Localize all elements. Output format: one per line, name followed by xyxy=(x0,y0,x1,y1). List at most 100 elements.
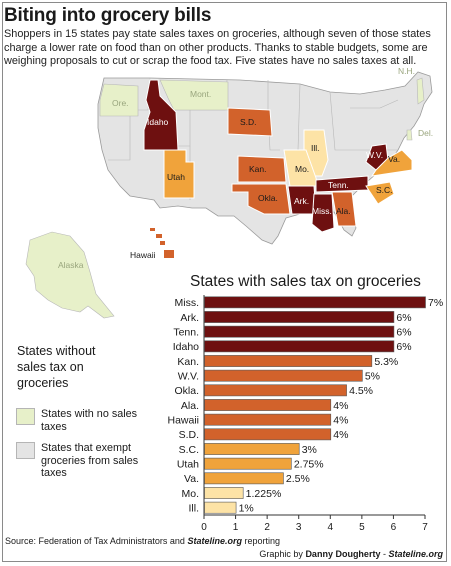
state-kansas xyxy=(237,155,287,183)
x-tick-label-6: 6 xyxy=(391,522,397,533)
category-label-14: Ill. xyxy=(189,502,200,514)
bar-13 xyxy=(204,487,244,499)
category-label-4: Kan. xyxy=(177,356,199,368)
bar-14 xyxy=(204,501,237,514)
value-label-4: 5.3% xyxy=(374,356,398,368)
intro-text: Shoppers in 15 states pay state sales ta… xyxy=(4,28,431,68)
source-em: Stateline.org xyxy=(187,536,242,546)
map-label-miss: Miss. xyxy=(312,206,332,216)
value-label-8: 4% xyxy=(333,414,348,426)
bar-6 xyxy=(204,384,347,397)
map-label-va: Va. xyxy=(388,154,400,164)
map-label-tenn: Tenn. xyxy=(328,180,349,190)
bar-3 xyxy=(204,340,395,353)
category-label-11: Utah xyxy=(177,458,199,470)
map-label-mo: Mo. xyxy=(295,164,309,174)
bar-2 xyxy=(204,325,395,338)
map-label-nh: N.H. xyxy=(398,66,415,76)
map-label-ill: Ill. xyxy=(311,143,320,153)
bar-4 xyxy=(204,355,373,367)
map-label-sd: S.D. xyxy=(240,117,257,127)
x-tick-label-1: 1 xyxy=(233,522,239,533)
value-label-7: 4% xyxy=(333,400,348,412)
x-tick-label-5: 5 xyxy=(359,522,365,533)
category-label-5: W.V. xyxy=(178,370,199,382)
map-label-ark: Ark. xyxy=(294,196,309,206)
category-label-13: Mo. xyxy=(181,488,199,500)
map-label-ala: Ala. xyxy=(336,206,351,216)
value-label-5: 5% xyxy=(365,370,380,382)
map-label-mont: Mont. xyxy=(190,89,211,99)
category-label-12: Va. xyxy=(184,473,199,485)
bar-11 xyxy=(204,457,292,470)
value-label-14: 1% xyxy=(239,502,254,514)
bar-0 xyxy=(204,296,426,309)
state-tennessee xyxy=(315,175,369,193)
value-label-1: 6% xyxy=(396,312,411,324)
bar-7 xyxy=(204,399,332,411)
value-label-11: 2.75% xyxy=(294,458,324,470)
value-label-6: 4.5% xyxy=(349,385,373,397)
category-label-3: Idaho xyxy=(173,341,199,353)
page-title: Biting into grocery bills xyxy=(4,5,212,26)
category-label-0: Miss. xyxy=(175,297,200,309)
legend-swatch-exempt xyxy=(16,442,35,459)
legend-label-no-sales-tax: States with no sales taxes xyxy=(41,408,138,433)
state-virginia xyxy=(370,149,413,177)
x-tick-label-3: 3 xyxy=(296,522,302,533)
bar-10 xyxy=(204,443,300,455)
credit-prefix: Graphic by xyxy=(259,549,303,559)
x-tick-label-0: 0 xyxy=(201,522,207,533)
value-label-0: 7% xyxy=(428,297,443,309)
bar-1 xyxy=(204,311,395,323)
map-label-hawaii: Hawaii xyxy=(130,250,156,260)
category-label-9: S.D. xyxy=(179,429,199,441)
map-label-sc: S.C. xyxy=(376,185,393,195)
state-alaska xyxy=(25,231,115,319)
state-montana xyxy=(159,79,229,111)
value-label-2: 6% xyxy=(396,326,411,338)
map-label-utah: Utah xyxy=(167,172,185,182)
map-label-idaho: Idaho xyxy=(147,117,169,127)
value-label-13: 1.225% xyxy=(246,488,282,500)
source-prefix: Source: Federation of Tax Administrators… xyxy=(5,536,185,546)
source-suffix: reporting xyxy=(244,536,281,546)
bar-9 xyxy=(204,428,332,441)
credit-name: Danny Dougherty xyxy=(305,549,381,559)
x-tick-label-4: 4 xyxy=(328,522,334,533)
legend-label-exempt: States that exempt groceries from sales … xyxy=(41,442,139,479)
credit-line: Graphic by Danny Dougherty - Stateline.o… xyxy=(259,549,443,559)
map-label-kan: Kan. xyxy=(249,164,267,174)
credit-sep: - xyxy=(382,549,386,559)
state-oklahoma xyxy=(231,183,291,215)
state-new-hampshire xyxy=(416,77,425,105)
map-label-wv: W.V. xyxy=(366,150,383,160)
map-label-ore: Ore. xyxy=(112,98,129,108)
map-label-del: Del. xyxy=(418,128,433,138)
bar-5 xyxy=(204,369,363,382)
map-label-alaska: Alaska xyxy=(58,260,84,270)
source-note: Source: Federation of Tax Administrators… xyxy=(5,536,280,546)
state-south-carolina xyxy=(365,181,395,205)
state-alabama xyxy=(331,191,357,227)
value-label-9: 4% xyxy=(333,429,348,441)
state-delaware xyxy=(406,129,413,141)
x-tick-label-2: 2 xyxy=(264,522,270,533)
value-label-3: 6% xyxy=(396,341,411,353)
credit-org: Stateline.org xyxy=(388,549,443,559)
state-south-dakota xyxy=(227,107,273,137)
state-hawaii xyxy=(150,228,174,258)
value-label-10: 3% xyxy=(302,444,317,456)
x-tick-label-7: 7 xyxy=(422,522,428,533)
legend-item-no-sales-tax: States with no sales taxes xyxy=(16,408,141,433)
legend-item-exempt: States that exempt groceries from sales … xyxy=(16,442,141,480)
bar-8 xyxy=(204,413,332,426)
legend-title: States without sales tax on groceries xyxy=(17,344,96,390)
map-label-okla: Okla. xyxy=(258,193,278,203)
state-oregon xyxy=(99,83,139,117)
category-label-1: Ark. xyxy=(180,312,199,324)
state-mississippi xyxy=(311,193,335,233)
legend-swatch-no-sales-tax xyxy=(16,408,35,425)
